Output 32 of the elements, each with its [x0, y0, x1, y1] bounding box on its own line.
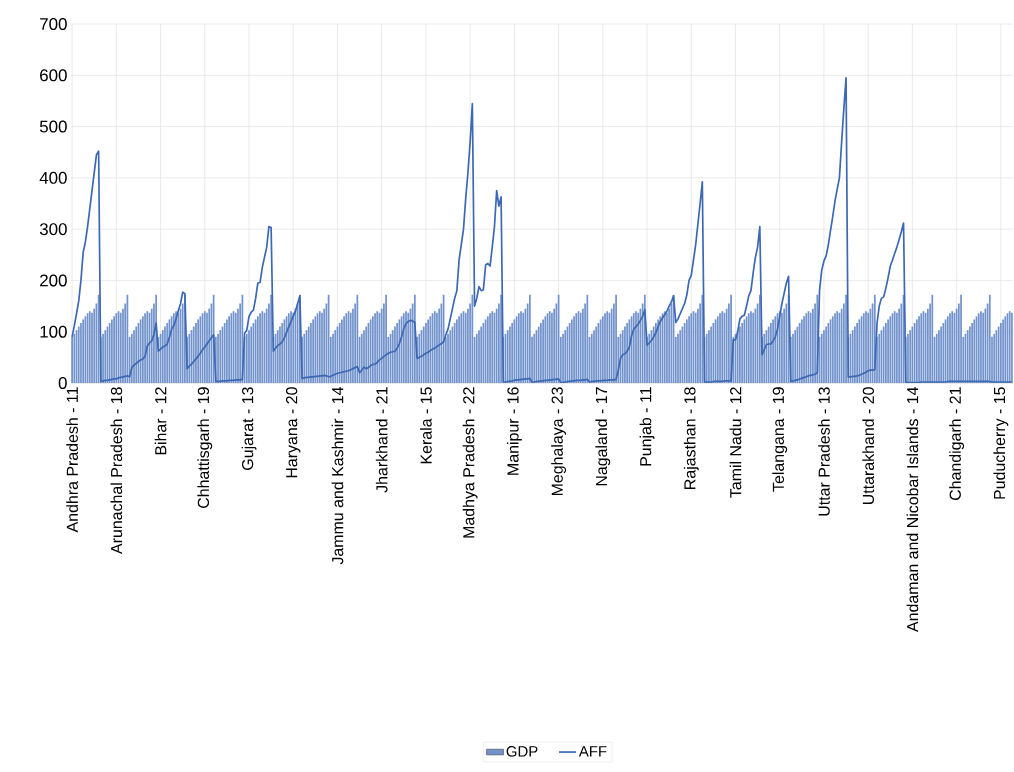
y-tick-label: 200: [40, 274, 67, 287]
x-tick-label: Manipur - 16: [506, 387, 522, 475]
legend-label: GDP: [506, 746, 538, 757]
x-tick-label: Kerala - 15: [420, 387, 432, 464]
x-tick-label: Chandigarh - 21: [949, 387, 965, 501]
x-tick-label: Chhattisgarh - 19: [197, 387, 213, 508]
x-tick-label: Rajasthan - 18: [683, 387, 699, 489]
x-tick-label: Andaman and Nicobar Islands - 14: [906, 387, 919, 632]
y-tick-label: 400: [39, 171, 67, 184]
y-tick-label: 600: [40, 69, 67, 82]
y-tick-label: 0: [58, 377, 67, 389]
x-tick-label: Puducherry - 15: [993, 387, 1009, 499]
x-tick-label: Punjab - 11: [639, 387, 655, 466]
x-tick-label: Tamil Nadu - 12: [729, 387, 742, 498]
x-tick-label: Jharkhand - 21: [375, 387, 388, 493]
x-tick-label: Jammu and Kashmir - 14: [331, 387, 344, 565]
x-tick-label: Madhya Pradesh - 22: [462, 387, 478, 538]
x-tick-label: Arunachal Pradesh - 18: [110, 387, 123, 554]
x-tick-label: Telangana - 19: [772, 387, 788, 492]
x-tick-label: Andhra Pradesh - 11: [66, 387, 78, 533]
x-tick-label: Gujarat - 13: [241, 387, 257, 470]
x-tick-label: Bihar - 12: [154, 387, 167, 455]
x-tick-label: Meghalaya - 23: [551, 387, 567, 496]
x-tick-label: Nagaland - 17: [595, 387, 611, 486]
y-tick-label: 500: [39, 120, 67, 133]
x-tick-label: Haryana - 20: [286, 387, 301, 478]
x-tick-label: Uttar Pradesh - 13: [818, 387, 830, 516]
y-tick-label: 700: [40, 18, 67, 30]
y-tick-label: 100: [40, 325, 67, 338]
legend-label: AFF: [578, 746, 607, 757]
x-tick-label: Uttarakhand - 20: [862, 387, 875, 505]
y-tick-label: 300: [39, 223, 67, 236]
